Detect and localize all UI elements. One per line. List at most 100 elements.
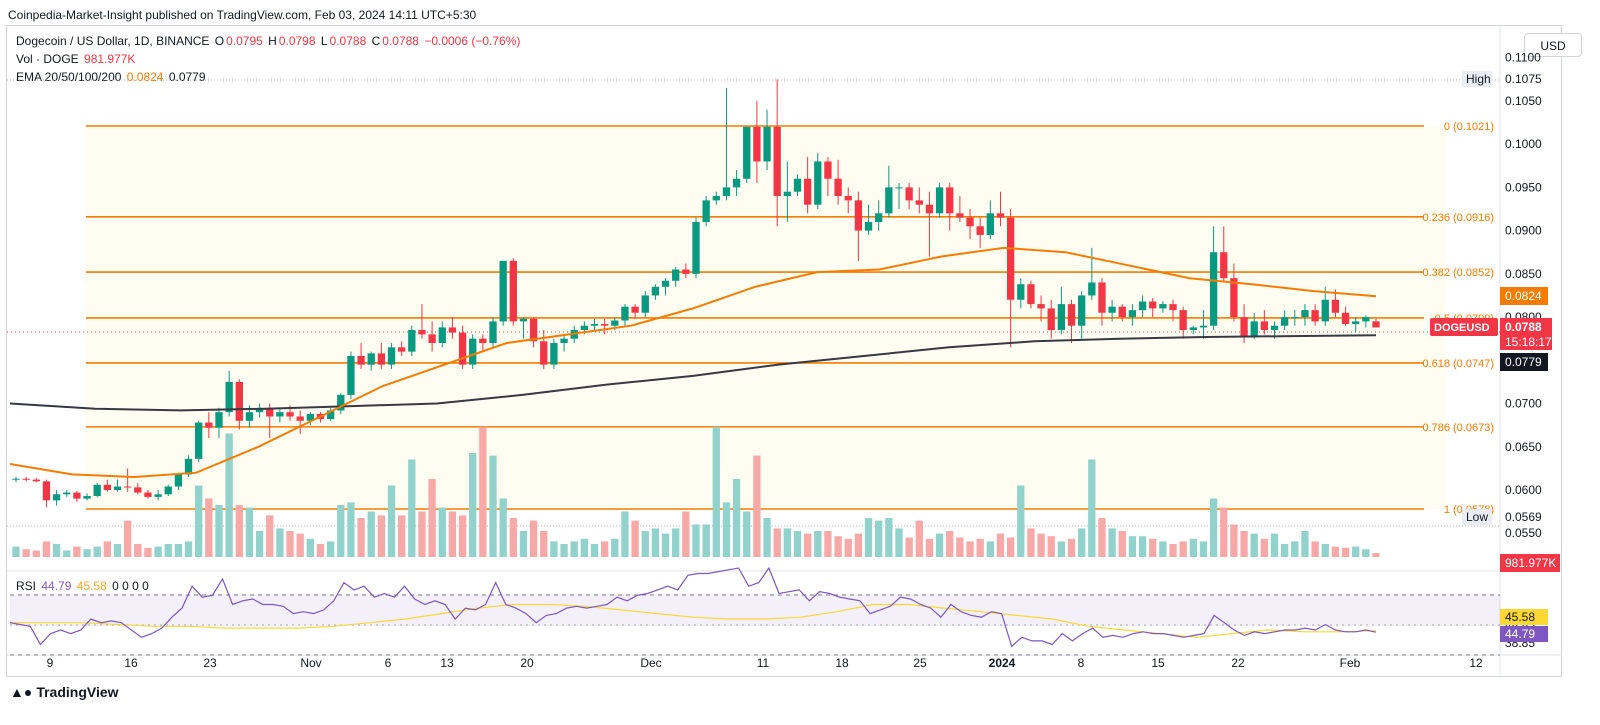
volume-bar <box>448 511 457 557</box>
candle-body <box>93 484 101 497</box>
volume-bar <box>377 515 386 557</box>
volume-bar <box>123 520 132 557</box>
low-label: L <box>320 34 328 48</box>
tradingview-logo-text: TradingView <box>36 684 119 700</box>
candle-body <box>1037 304 1045 309</box>
volume-bar <box>996 533 1005 557</box>
candle-body <box>519 318 528 322</box>
volume-bar <box>672 528 680 557</box>
volume-bar <box>1189 538 1197 557</box>
currency-button[interactable]: USD <box>1524 33 1582 57</box>
time-tick-label: 22 <box>1231 656 1245 670</box>
low-value: 0.0788 <box>329 34 367 48</box>
volume-bar <box>611 538 619 557</box>
candle-body <box>1209 252 1218 326</box>
volume-bar <box>1149 538 1157 557</box>
volume-bar <box>550 541 558 557</box>
ema-legend[interactable]: EMA 20/50/100/200 0.0824 0.0779 <box>16 70 208 84</box>
volume-bar <box>743 511 751 557</box>
candle-body <box>418 330 426 335</box>
volume-bar <box>387 485 396 557</box>
candle-body <box>42 481 51 501</box>
candle-body <box>1128 310 1137 318</box>
candle-body <box>1291 317 1299 319</box>
candle-body <box>702 200 710 222</box>
volume-bar <box>184 541 193 557</box>
volume-bar <box>1260 538 1269 557</box>
candle-body <box>164 486 172 495</box>
volume-bar <box>519 531 528 557</box>
candle-body <box>996 213 1005 218</box>
volume-bar <box>1230 524 1238 557</box>
volume-bar <box>803 533 812 557</box>
volume-bar <box>1352 546 1360 557</box>
volume-bar <box>885 518 893 557</box>
last-price-value: 0.0788 <box>1505 320 1542 334</box>
volume-bar <box>93 546 101 557</box>
time-tick-label: 20 <box>520 656 534 670</box>
candle-body <box>83 496 91 499</box>
candle-body <box>398 347 406 352</box>
candle-body <box>509 260 517 322</box>
rsi-legend[interactable]: RSI 44.79 45.58 0 0 0 0 <box>16 579 151 593</box>
volume-bar <box>956 537 964 557</box>
volume-bar <box>306 538 314 557</box>
candle-body <box>651 286 660 296</box>
volume-bar <box>357 518 365 557</box>
rsi-badge-value: 44.79 <box>1505 627 1535 641</box>
volume-bar <box>1270 533 1279 557</box>
open-value: 0.0795 <box>226 34 263 48</box>
volume-bar <box>418 511 426 557</box>
volume-bar <box>601 541 609 557</box>
candle-body <box>1352 321 1360 324</box>
candle-body <box>803 178 812 205</box>
candle-body <box>469 338 477 365</box>
volume-bar <box>22 549 30 557</box>
candle-body <box>448 327 457 333</box>
volume-bar <box>509 518 517 557</box>
volume-bar <box>844 538 852 557</box>
candle-body <box>915 200 923 205</box>
candle-body <box>875 213 883 222</box>
time-tick-label: 8 <box>1078 656 1085 670</box>
candle-body <box>1047 308 1055 331</box>
volume-bar <box>1088 459 1096 557</box>
tradingview-logo[interactable]: ▲● TradingView <box>10 684 119 700</box>
volume-bar <box>529 520 538 557</box>
volume-bar <box>469 453 477 557</box>
volume-bar <box>783 528 791 557</box>
candle-body <box>306 413 314 421</box>
time-tick-label: 15 <box>1151 656 1165 670</box>
volume-legend[interactable]: Vol · DOGE 981.977K <box>16 52 137 66</box>
symbol-badge: DOGEUSD <box>1430 318 1498 336</box>
candle-body <box>235 381 243 421</box>
high-badge: High 0.1075 <box>1462 71 1542 87</box>
volume-bar <box>1321 544 1329 557</box>
time-tick-label: 25 <box>913 656 927 670</box>
candle-body <box>672 269 680 281</box>
volume-badge: 981.977K <box>1500 554 1560 572</box>
ema-label: EMA 20/50/100/200 <box>16 70 122 84</box>
candle-body <box>1057 304 1066 331</box>
high-value: 0.0798 <box>278 34 316 48</box>
rsi-value: 44.79 <box>41 579 72 593</box>
symbol-legend[interactable]: Dogecoin / US Dollar, 1D, BINANCE O 0.079… <box>16 34 522 48</box>
volume-bar <box>1291 541 1299 557</box>
candle-body <box>1098 282 1106 313</box>
candle-body <box>1341 312 1350 324</box>
close-value: 0.0788 <box>382 34 419 48</box>
volume-bar <box>63 550 71 557</box>
time-tick-label: 13 <box>440 656 454 670</box>
time-tick-label: Dec <box>640 656 661 670</box>
volume-bar <box>205 498 213 557</box>
volume-bar <box>428 479 436 557</box>
publisher-line: Coinpedia-Market-Insight published on Tr… <box>8 8 477 22</box>
candle-body <box>1301 310 1309 318</box>
candle-body <box>22 478 30 480</box>
time-tick-label: 12 <box>1469 656 1483 670</box>
high-label: H <box>268 34 277 48</box>
rsi-extra-values: 0 0 0 0 <box>112 579 149 593</box>
candle-body <box>408 330 416 352</box>
candle-body <box>134 487 142 493</box>
